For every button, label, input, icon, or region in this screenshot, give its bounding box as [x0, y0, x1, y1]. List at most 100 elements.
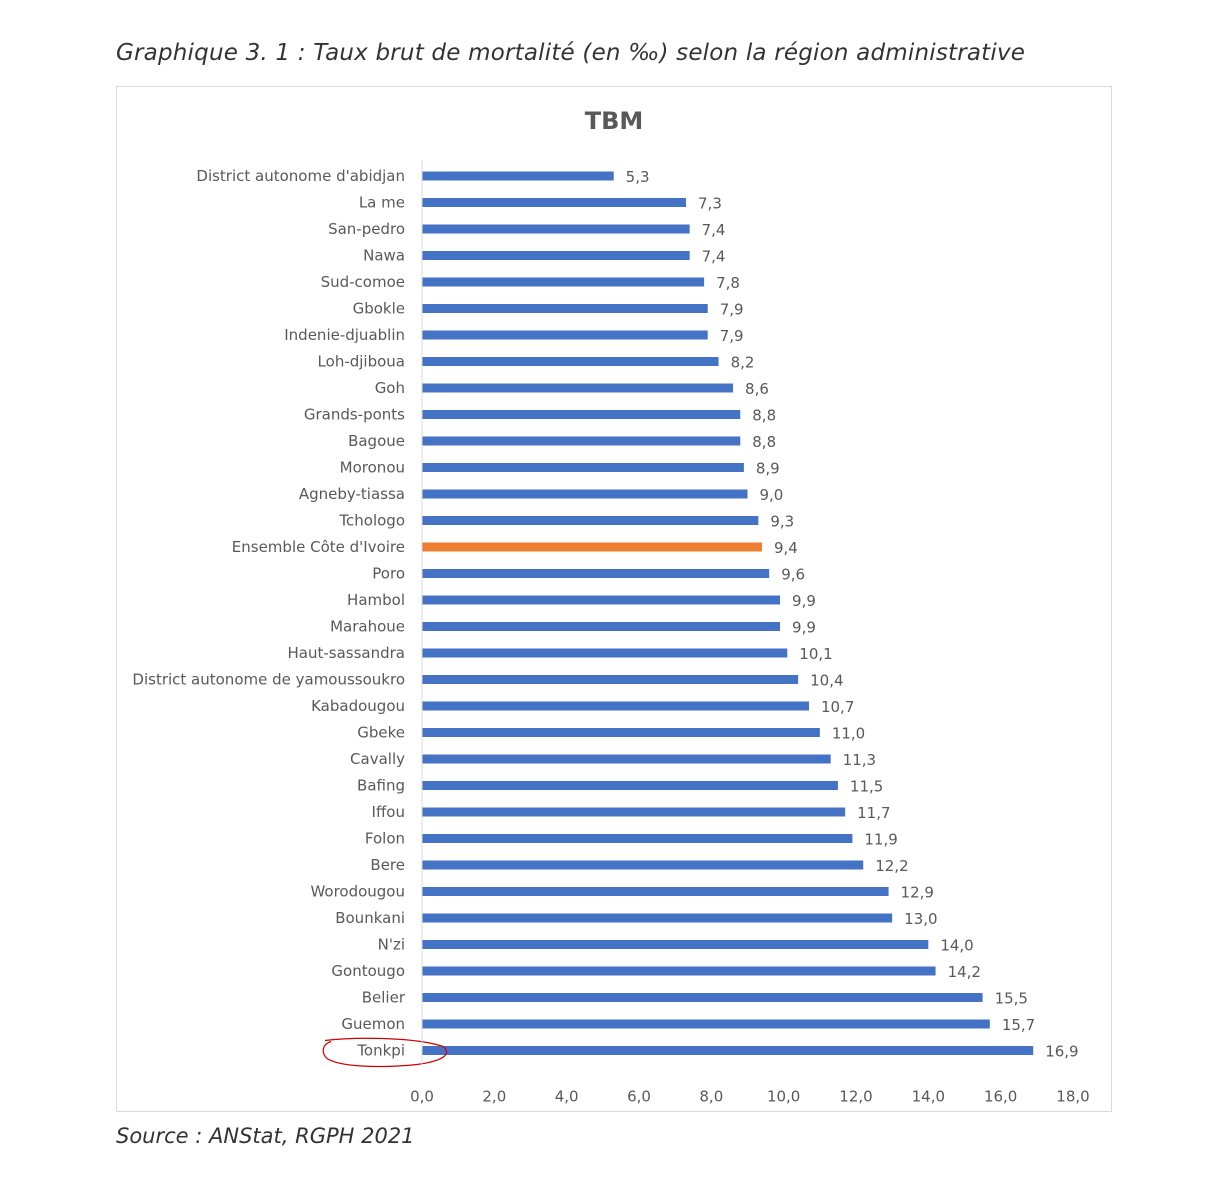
value-label: 9,9 [792, 592, 816, 610]
category-label: San-pedro [328, 220, 405, 238]
value-label: 11,0 [832, 725, 865, 743]
x-tick-label: 18,0 [1056, 1088, 1089, 1106]
source-note: Source : ANStat, RGPH 2021 [116, 1124, 415, 1148]
value-label: 9,4 [774, 539, 798, 557]
value-label: 13,0 [904, 910, 937, 928]
value-label: 11,7 [857, 804, 890, 822]
x-tick-label: 0,0 [410, 1088, 434, 1106]
bar [422, 410, 741, 419]
figure-caption: Graphique 3. 1 : Taux brut de mortalité … [116, 40, 1026, 66]
value-label: 12,9 [901, 884, 934, 902]
category-label: Grands-ponts [304, 406, 405, 424]
category-label: Gbeke [357, 724, 405, 742]
value-label: 12,2 [875, 857, 908, 875]
category-label: La me [359, 194, 405, 212]
bar-highlight [422, 542, 762, 552]
category-label: Haut-sassandra [288, 644, 406, 662]
x-tick-label: 14,0 [912, 1088, 945, 1106]
value-label: 7,3 [698, 195, 722, 213]
x-tick-label: 12,0 [839, 1088, 872, 1106]
bar [422, 330, 708, 340]
value-label: 7,8 [716, 274, 740, 292]
category-label: Bagoue [348, 432, 405, 450]
bar [422, 701, 809, 711]
category-label: Gbokle [353, 300, 405, 318]
bar-chart: TBM District autonome d'abidjan 5,3 La me 7… [132, 107, 1090, 1106]
category-label: Ensemble Côte d'Ivoire [232, 538, 405, 556]
x-tick-label: 4,0 [555, 1088, 579, 1106]
bar [422, 675, 799, 684]
bar [422, 887, 889, 896]
value-label: 7,9 [720, 327, 744, 345]
category-label: Poro [372, 565, 405, 583]
bar [422, 251, 690, 260]
x-tick-label: 2,0 [482, 1088, 506, 1106]
bar [422, 1046, 1034, 1055]
bar [422, 754, 831, 764]
value-label: 7,9 [720, 301, 744, 319]
category-label: Bounkani [335, 909, 405, 927]
value-label: 15,7 [1002, 1016, 1035, 1034]
chart-title: TBM [585, 107, 644, 135]
bar [422, 728, 820, 737]
category-label: District autonome d'abidjan [196, 167, 405, 185]
bar [422, 516, 759, 525]
value-label: 14,0 [940, 937, 973, 955]
category-label: Tonkpi [356, 1042, 405, 1060]
category-label: District autonome de yamoussoukro [132, 671, 405, 689]
value-label: 11,5 [850, 778, 883, 796]
chart-container: TBM District autonome d'abidjan 5,3 La me 7… [116, 86, 1112, 1112]
x-axis-ticks: 0,0 2,0 4,0 6,0 8,0 10,0 12,0 14,0 16,0 18,0 [410, 160, 1090, 1106]
x-tick-label: 10,0 [767, 1088, 800, 1106]
category-label: Iffou [372, 803, 405, 821]
category-label: Goh [375, 379, 405, 397]
value-label: 9,3 [770, 513, 794, 531]
value-label: 9,9 [792, 619, 816, 637]
value-label: 10,4 [810, 672, 843, 690]
category-label: Worodougou [310, 883, 405, 901]
bar [422, 304, 708, 313]
bar [422, 940, 929, 949]
hand-drawn-circle-annotation [322, 1037, 448, 1068]
value-label: 15,5 [995, 990, 1028, 1008]
category-label: Loh-djiboua [318, 353, 405, 371]
category-label: Kabadougou [311, 697, 405, 715]
bar [422, 860, 864, 870]
category-label: Indenie-djuablin [284, 326, 405, 344]
category-label: Agneby-tiassa [299, 485, 405, 503]
x-tick-label: 16,0 [984, 1088, 1017, 1106]
category-label: Hambol [347, 591, 405, 609]
value-label: 8,9 [756, 460, 780, 478]
bar [422, 171, 614, 181]
bar [422, 993, 983, 1002]
value-label: 16,9 [1045, 1043, 1078, 1061]
bar [422, 463, 744, 472]
category-label: Cavally [350, 750, 405, 768]
bars-group: District autonome d'abidjan 5,3 La me 7,3 Sa… [132, 167, 1079, 1068]
category-label: Marahoue [330, 618, 405, 636]
bar [422, 277, 705, 287]
bar [422, 569, 770, 578]
value-label: 8,8 [752, 433, 776, 451]
category-label: Gontougo [331, 962, 405, 980]
bar [422, 595, 781, 605]
bar [422, 489, 748, 499]
value-label: 9,0 [760, 486, 784, 504]
category-label: Tchologo [338, 512, 405, 530]
bar [422, 781, 838, 790]
category-label: Guemon [341, 1015, 405, 1033]
category-label: Nawa [363, 247, 405, 265]
category-label: Moronou [340, 459, 405, 477]
bar [422, 436, 741, 446]
value-label: 14,2 [948, 963, 981, 981]
value-label: 8,6 [745, 380, 769, 398]
category-label: N'zi [378, 936, 405, 954]
value-label: 9,6 [781, 566, 805, 584]
value-label: 11,9 [864, 831, 897, 849]
value-label: 7,4 [702, 221, 726, 239]
value-label: 11,3 [843, 751, 876, 769]
value-label: 7,4 [702, 248, 726, 266]
bar [422, 198, 687, 207]
bar [422, 1019, 990, 1029]
bar [422, 807, 846, 817]
